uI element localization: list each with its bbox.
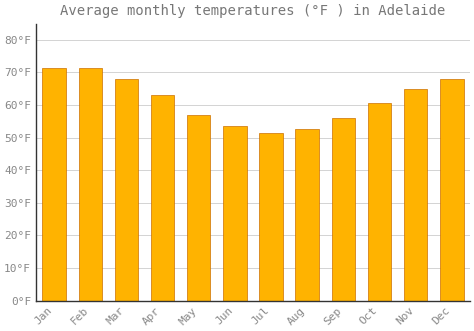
Bar (295, 129, 319, 301)
Title: Average monthly temperatures (°F ) in Adelaide: Average monthly temperatures (°F ) in Ad… (60, 4, 446, 18)
Bar (404, 89, 428, 301)
Bar (368, 103, 391, 301)
Bar (115, 79, 138, 301)
Bar (223, 126, 246, 301)
Bar (187, 115, 210, 301)
Bar (331, 118, 355, 301)
Bar (79, 68, 102, 301)
Bar (42, 68, 66, 301)
Bar (151, 95, 174, 301)
Bar (440, 79, 464, 301)
Bar (259, 133, 283, 301)
